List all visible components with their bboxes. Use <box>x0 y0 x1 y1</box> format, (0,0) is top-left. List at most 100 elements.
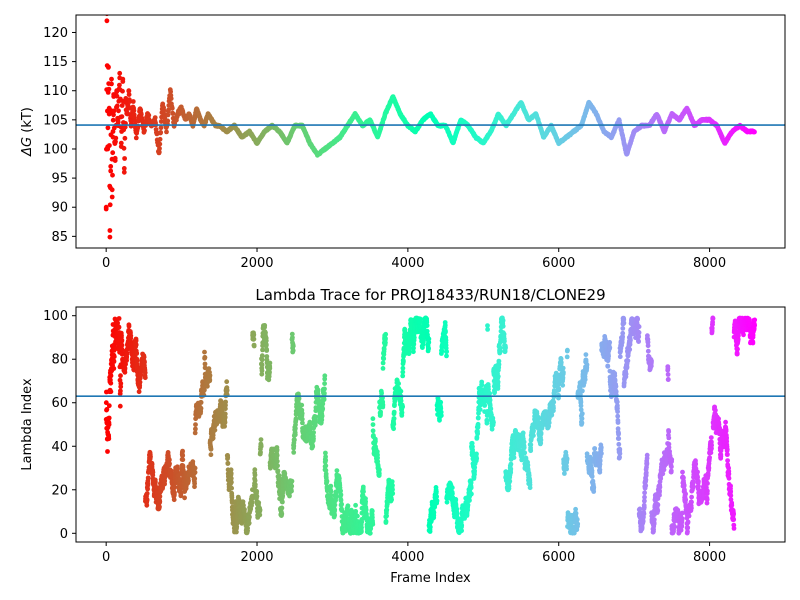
data-point <box>192 481 198 486</box>
data-point <box>192 465 198 471</box>
data-point <box>370 416 376 422</box>
data-point <box>108 168 114 174</box>
data-point <box>251 343 257 349</box>
data-point <box>361 489 366 494</box>
data-point <box>245 525 251 531</box>
data-point <box>182 495 188 501</box>
data-point <box>165 450 171 455</box>
data-point <box>266 374 272 379</box>
data-point <box>223 399 229 405</box>
data-point <box>224 388 230 393</box>
data-point <box>399 410 405 415</box>
data-point <box>131 108 137 113</box>
data-point <box>260 347 265 353</box>
data-point <box>310 444 316 449</box>
data-point <box>171 497 177 503</box>
data-point <box>274 447 280 453</box>
data-point <box>355 513 360 519</box>
data-point <box>202 365 208 371</box>
data-point <box>267 360 273 366</box>
data-point <box>114 88 120 94</box>
data-point <box>180 453 186 458</box>
data-point <box>411 335 417 340</box>
data-point <box>156 149 162 155</box>
data-point <box>136 389 142 395</box>
data-point <box>258 449 263 455</box>
data-point <box>259 371 265 377</box>
data-point <box>103 400 109 406</box>
data-point <box>369 508 375 514</box>
data-point <box>152 115 158 120</box>
data-point <box>198 400 204 405</box>
data-point <box>323 463 329 469</box>
data-point <box>116 108 121 114</box>
data-point <box>144 502 150 508</box>
data-point <box>166 107 171 113</box>
data-point <box>114 103 120 109</box>
data-point <box>279 505 285 511</box>
data-point <box>111 108 117 114</box>
data-point <box>262 323 268 328</box>
data-point <box>267 370 272 375</box>
data-point <box>158 130 164 135</box>
data-point <box>119 337 125 343</box>
data-point <box>323 458 329 463</box>
data-point <box>324 478 330 484</box>
data-point <box>247 514 252 520</box>
data-point <box>153 479 158 485</box>
data-point <box>339 501 344 507</box>
data-point <box>293 416 299 422</box>
data-point <box>180 448 186 454</box>
data-point <box>390 482 395 488</box>
data-point <box>239 519 245 525</box>
data-point <box>251 332 257 338</box>
data-point <box>106 415 112 421</box>
data-point <box>157 504 162 510</box>
data-point <box>368 526 374 531</box>
data-point <box>334 468 340 473</box>
data-point <box>289 488 294 494</box>
data-point <box>175 464 180 470</box>
data-point <box>311 430 316 435</box>
data-point <box>205 383 210 389</box>
data-point <box>119 350 125 356</box>
data-point <box>108 380 114 386</box>
data-point <box>192 430 198 436</box>
data-point <box>207 373 213 378</box>
y-tick-label: 120 <box>43 26 68 41</box>
data-point <box>210 432 216 438</box>
data-point <box>275 463 280 469</box>
data-point <box>274 458 280 464</box>
data-point <box>133 342 139 348</box>
data-point <box>381 356 387 362</box>
data-point <box>107 228 113 233</box>
data-point <box>145 475 151 481</box>
data-point <box>119 103 125 108</box>
data-point <box>134 351 140 356</box>
data-point <box>138 372 144 378</box>
data-point <box>202 361 208 367</box>
data-point <box>391 421 397 427</box>
delta-g-points <box>103 15 757 240</box>
data-point <box>338 492 344 498</box>
data-point <box>157 494 163 499</box>
data-point <box>291 450 297 455</box>
data-point <box>167 457 172 463</box>
data-point <box>381 346 387 352</box>
data-point <box>431 510 437 515</box>
data-point <box>222 423 228 429</box>
data-point <box>359 529 364 535</box>
data-point <box>109 76 114 82</box>
x-tick-label: 2000 <box>240 256 273 271</box>
data-point <box>107 234 113 240</box>
data-point <box>398 398 404 404</box>
data-point <box>434 489 439 495</box>
data-point <box>133 135 139 141</box>
data-point <box>126 88 132 94</box>
y-tick-label: 100 <box>43 142 68 157</box>
data-point <box>158 119 164 124</box>
data-point <box>198 406 204 411</box>
data-point <box>264 348 270 353</box>
data-point <box>249 493 255 499</box>
